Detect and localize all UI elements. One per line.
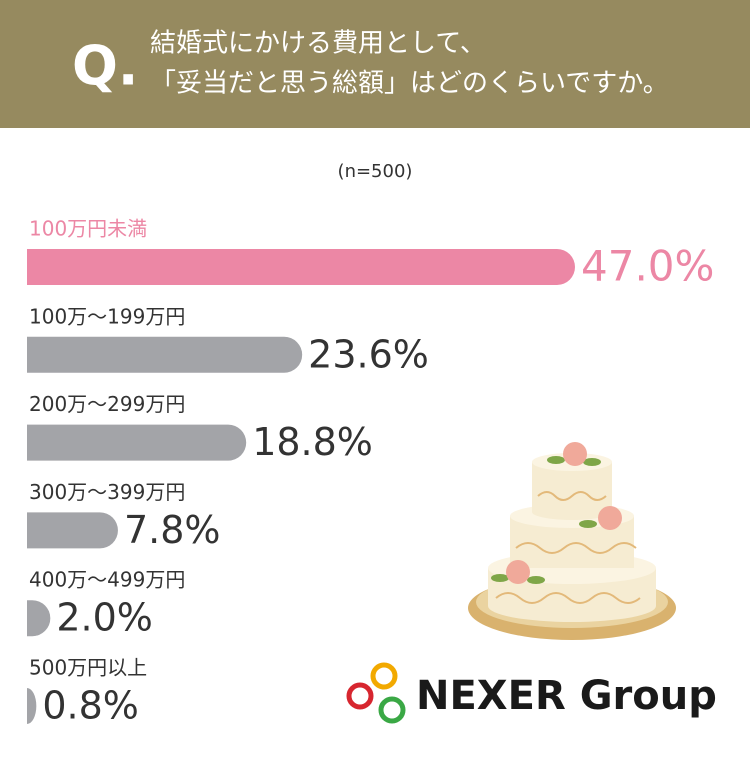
- bar: [27, 336, 303, 373]
- bar: [27, 424, 247, 461]
- title-prefix: Q.: [72, 35, 138, 98]
- bar: [27, 512, 118, 549]
- logo-mark: [346, 662, 406, 724]
- bar: [27, 249, 575, 285]
- subtitle: (n=500): [338, 161, 413, 182]
- title-line: 結婚式にかける費用として、: [150, 29, 486, 59]
- bar: [27, 600, 51, 637]
- title-line: 「妥当だと思う総額」はどのくらいですか。: [150, 69, 669, 99]
- category-label: 300万～399万円: [29, 480, 185, 504]
- value-label: 23.6%: [308, 332, 429, 376]
- category-label: 100万円未満: [29, 217, 147, 241]
- category-label: 400万～499万円: [29, 568, 185, 592]
- category-label: 500万円以上: [29, 656, 147, 680]
- cake-illustration: [468, 442, 676, 640]
- value-label: 2.0%: [56, 596, 153, 640]
- category-label: 200万～299万円: [29, 392, 185, 416]
- value-label: 0.8%: [42, 684, 139, 728]
- bar: [27, 688, 37, 724]
- value-label: 7.8%: [124, 508, 221, 552]
- logo-text: NEXER Group: [416, 673, 717, 719]
- value-label: 47.0%: [581, 242, 714, 291]
- header-band: [0, 0, 750, 128]
- category-label: 100万～199万円: [29, 304, 185, 328]
- value-label: 18.8%: [252, 420, 373, 464]
